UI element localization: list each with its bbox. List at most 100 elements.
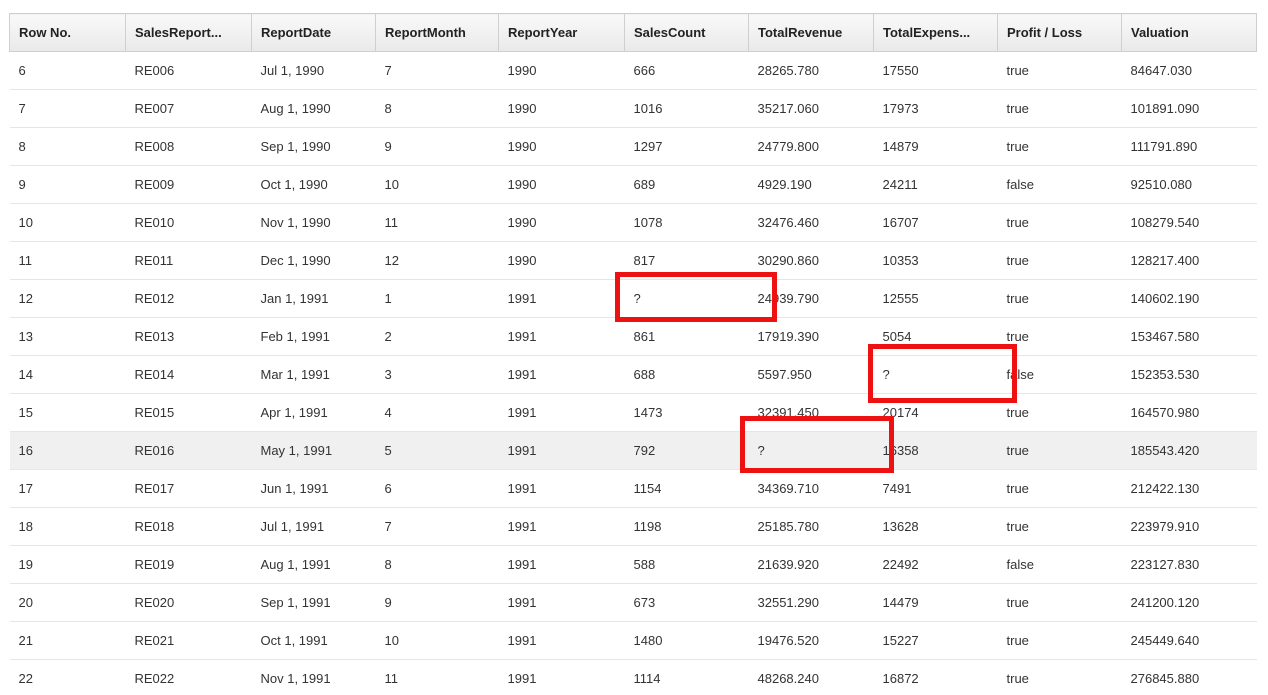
- report-date-cell[interactable]: Aug 1, 1991: [251, 545, 376, 584]
- total-revenue-cell[interactable]: 24939.790: [748, 279, 874, 318]
- sales-report-id-cell[interactable]: RE010: [125, 203, 252, 242]
- row-no-cell[interactable]: 9: [9, 165, 126, 204]
- sales-report-id-cell[interactable]: RE015: [125, 393, 252, 432]
- total-revenue-cell[interactable]: 35217.060: [748, 89, 874, 128]
- total-revenue-cell[interactable]: 19476.520: [748, 621, 874, 660]
- report-date-cell[interactable]: May 1, 1991: [251, 431, 376, 470]
- sales-report-id-cell[interactable]: RE009: [125, 165, 252, 204]
- report-year-cell[interactable]: 1990: [498, 51, 625, 90]
- valuation-cell[interactable]: 92510.080: [1121, 165, 1257, 204]
- profit-loss-cell[interactable]: true: [997, 393, 1122, 432]
- valuation-cell[interactable]: 101891.090: [1121, 89, 1257, 128]
- report-date-cell[interactable]: Apr 1, 1991: [251, 393, 376, 432]
- row-no-cell[interactable]: 10: [9, 203, 126, 242]
- total-expense-cell[interactable]: 13628: [873, 507, 998, 546]
- valuation-cell[interactable]: 84647.030: [1121, 51, 1257, 90]
- sales-count-cell[interactable]: 1016: [624, 89, 749, 128]
- total-revenue-cell[interactable]: 34369.710: [748, 469, 874, 508]
- column-header-sales-report-id[interactable]: SalesReport...: [125, 13, 252, 52]
- column-header-total-expense[interactable]: TotalExpens...: [873, 13, 998, 52]
- table-row[interactable]: 21 RE021 Oct 1, 1991 10 1991 1480 19476.520 152…: [9, 621, 1257, 660]
- report-date-cell[interactable]: Dec 1, 1990: [251, 241, 376, 280]
- report-year-cell[interactable]: 1991: [498, 507, 625, 546]
- report-date-cell[interactable]: Oct 1, 1990: [251, 165, 376, 204]
- sales-report-id-cell[interactable]: RE008: [125, 127, 252, 166]
- valuation-cell[interactable]: 111791.890: [1121, 127, 1257, 166]
- valuation-cell[interactable]: 223127.830: [1121, 545, 1257, 584]
- total-expense-cell[interactable]: 14879: [873, 127, 998, 166]
- table-row[interactable]: 12 RE012 Jan 1, 1991 1 1991? 24939.790 12555 tr…: [9, 279, 1257, 318]
- total-expense-cell[interactable]: 15227: [873, 621, 998, 660]
- sales-report-id-cell[interactable]: RE011: [125, 241, 252, 280]
- row-no-cell[interactable]: 13: [9, 317, 126, 356]
- report-year-cell[interactable]: 1991: [498, 317, 625, 356]
- report-month-cell[interactable]: 10: [375, 165, 499, 204]
- total-expense-cell[interactable]: ?: [873, 355, 998, 394]
- sales-count-cell[interactable]: 666: [624, 51, 749, 90]
- report-year-cell[interactable]: 1990: [498, 89, 625, 128]
- total-revenue-cell[interactable]: 32391.450: [748, 393, 874, 432]
- table-row[interactable]: 17 RE017 Jun 1, 1991 6 1991 1154 34369.710 7491…: [9, 469, 1257, 508]
- profit-loss-cell[interactable]: true: [997, 621, 1122, 660]
- report-year-cell[interactable]: 1991: [498, 431, 625, 470]
- sales-count-cell[interactable]: 792: [624, 431, 749, 470]
- report-date-cell[interactable]: Oct 1, 1991: [251, 621, 376, 660]
- table-row[interactable]: 13 RE013 Feb 1, 1991 2 1991 861 17919.390 5054 t…: [9, 317, 1257, 356]
- report-date-cell[interactable]: Sep 1, 1991: [251, 583, 376, 622]
- report-year-cell[interactable]: 1991: [498, 583, 625, 622]
- total-revenue-cell[interactable]: 48268.240: [748, 659, 874, 695]
- table-row[interactable]: 8 RE008 Sep 1, 1990 9 1990 1297 24779.800 14879…: [9, 127, 1257, 166]
- report-month-cell[interactable]: 11: [375, 203, 499, 242]
- profit-loss-cell[interactable]: true: [997, 89, 1122, 128]
- sales-count-cell[interactable]: 588: [624, 545, 749, 584]
- table-row[interactable]: 11 RE011 Dec 1, 1990 12 1990 817 30290.860 1035…: [9, 241, 1257, 280]
- total-revenue-cell[interactable]: 28265.780: [748, 51, 874, 90]
- sales-count-cell[interactable]: 688: [624, 355, 749, 394]
- report-year-cell[interactable]: 1990: [498, 165, 625, 204]
- valuation-cell[interactable]: 128217.400: [1121, 241, 1257, 280]
- total-expense-cell[interactable]: 12555: [873, 279, 998, 318]
- column-header-valuation[interactable]: Valuation: [1121, 13, 1257, 52]
- valuation-cell[interactable]: 245449.640: [1121, 621, 1257, 660]
- profit-loss-cell[interactable]: true: [997, 51, 1122, 90]
- total-expense-cell[interactable]: 24211: [873, 165, 998, 204]
- sales-report-id-cell[interactable]: RE018: [125, 507, 252, 546]
- row-no-cell[interactable]: 7: [9, 89, 126, 128]
- row-no-cell[interactable]: 11: [9, 241, 126, 280]
- valuation-cell[interactable]: 108279.540: [1121, 203, 1257, 242]
- report-year-cell[interactable]: 1991: [498, 469, 625, 508]
- column-header-sales-count[interactable]: SalesCount: [624, 13, 749, 52]
- profit-loss-cell[interactable]: true: [997, 279, 1122, 318]
- table-row[interactable]: 15 RE015 Apr 1, 1991 4 1991 1473 32391.450 2017…: [9, 393, 1257, 432]
- table-row[interactable]: 7 RE007 Aug 1, 1990 8 1990 1016 35217.060 17973…: [9, 89, 1257, 128]
- profit-loss-cell[interactable]: false: [997, 545, 1122, 584]
- sales-report-id-cell[interactable]: RE022: [125, 659, 252, 695]
- profit-loss-cell[interactable]: true: [997, 469, 1122, 508]
- sales-report-id-cell[interactable]: RE006: [125, 51, 252, 90]
- profit-loss-cell[interactable]: true: [997, 203, 1122, 242]
- row-no-cell[interactable]: 18: [9, 507, 126, 546]
- table-row[interactable]: 10 RE010 Nov 1, 1990 11 1990 1078 32476.460 167…: [9, 203, 1257, 242]
- table-row[interactable]: 22 RE022 Nov 1, 1991 11 1991 1114 48268.240 168…: [9, 659, 1257, 695]
- total-revenue-cell[interactable]: 32551.290: [748, 583, 874, 622]
- row-no-cell[interactable]: 15: [9, 393, 126, 432]
- report-month-cell[interactable]: 6: [375, 469, 499, 508]
- report-year-cell[interactable]: 1991: [498, 393, 625, 432]
- report-date-cell[interactable]: Nov 1, 1990: [251, 203, 376, 242]
- total-expense-cell[interactable]: 20174: [873, 393, 998, 432]
- row-no-cell[interactable]: 16: [9, 431, 126, 470]
- profit-loss-cell[interactable]: true: [997, 317, 1122, 356]
- valuation-cell[interactable]: 223979.910: [1121, 507, 1257, 546]
- table-row[interactable]: 19 RE019 Aug 1, 1991 8 1991 588 21639.920 22492…: [9, 545, 1257, 584]
- sales-count-cell[interactable]: 1480: [624, 621, 749, 660]
- report-month-cell[interactable]: 7: [375, 51, 499, 90]
- report-date-cell[interactable]: Jun 1, 1991: [251, 469, 376, 508]
- valuation-cell[interactable]: 241200.120: [1121, 583, 1257, 622]
- report-date-cell[interactable]: Sep 1, 1990: [251, 127, 376, 166]
- total-expense-cell[interactable]: 16358: [873, 431, 998, 470]
- report-month-cell[interactable]: 3: [375, 355, 499, 394]
- sales-count-cell[interactable]: 689: [624, 165, 749, 204]
- report-year-cell[interactable]: 1991: [498, 621, 625, 660]
- sales-count-cell[interactable]: 1297: [624, 127, 749, 166]
- valuation-cell[interactable]: 185543.420: [1121, 431, 1257, 470]
